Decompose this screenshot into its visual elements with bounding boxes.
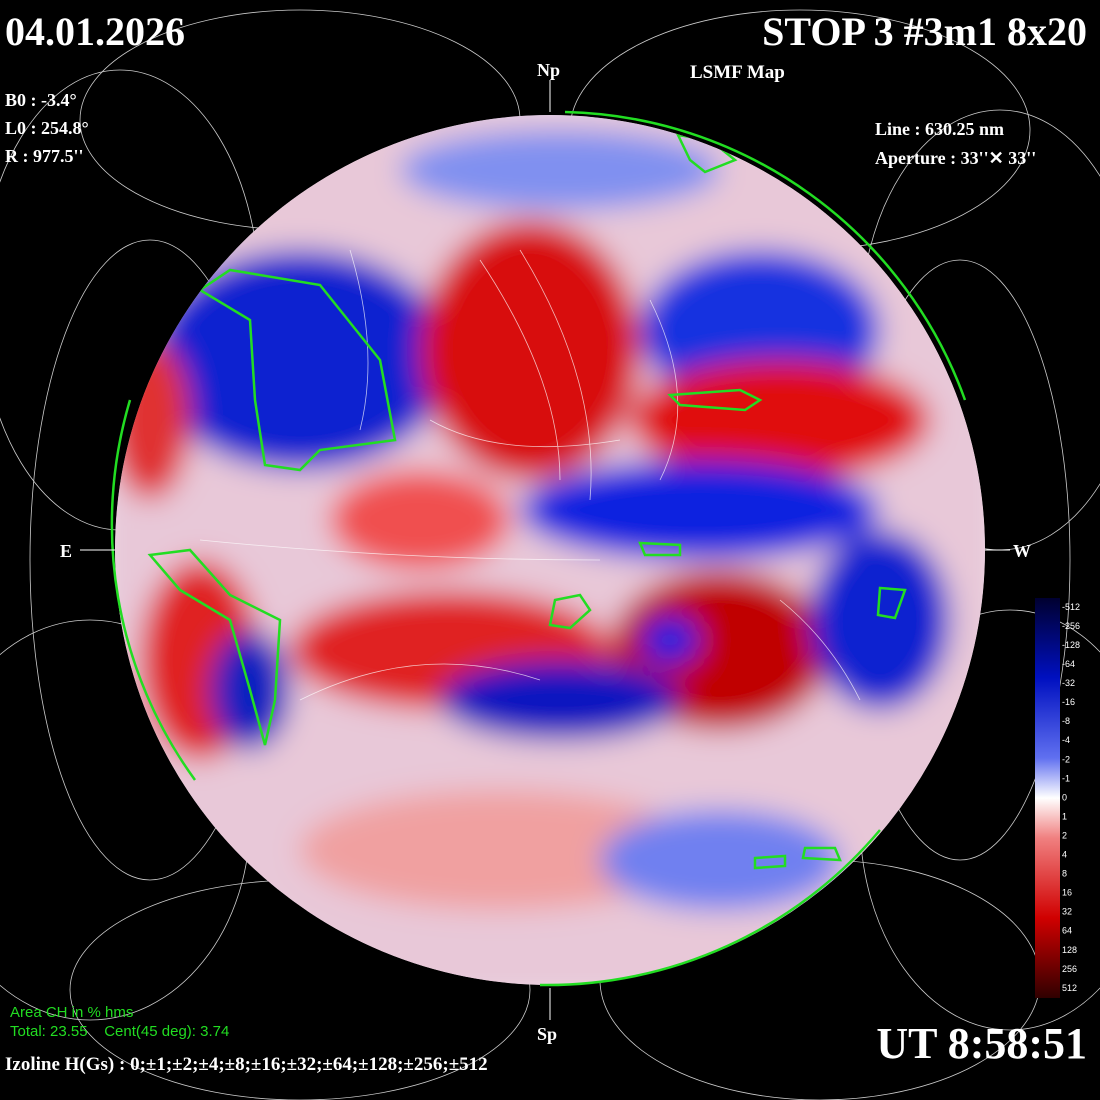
isolines: Izoline H(Gs) : 0;±1;±2;±4;±8;±16;±32;±6…: [5, 1054, 488, 1075]
colorbar-label: 2: [1062, 830, 1067, 840]
colorbar-label: 512: [1062, 983, 1077, 993]
colorbar-label: 16: [1062, 888, 1072, 898]
colorbar-label: 128: [1062, 945, 1077, 955]
colorbar-label: 0: [1062, 792, 1067, 802]
ch-title: Area CH in % hms: [10, 1004, 133, 1021]
colorbar-label: -512: [1062, 602, 1080, 612]
colorbar-label: 8: [1062, 869, 1067, 879]
aperture: Aperture : 33''✕ 33'': [875, 148, 1036, 168]
b0: B0 : -3.4°: [5, 90, 77, 110]
colorbar-labels: -512 -256 -128 -64 -32 -16 -8 -4 -2 -1 0 1 2 4 8 16 32 64…: [1062, 602, 1080, 993]
colorbar-label: 64: [1062, 926, 1072, 936]
map-type: LSMF Map: [690, 62, 785, 83]
coronal-hole-contours: [147, 133, 907, 870]
colorbar-label: 1: [1062, 811, 1067, 821]
north: Np: [537, 60, 560, 80]
colorbar-label: 4: [1062, 850, 1067, 860]
east: E: [60, 541, 72, 561]
station: STOP 3 #3m1 8x20: [762, 9, 1087, 54]
west: W: [1013, 541, 1031, 561]
south: Sp: [537, 1024, 557, 1044]
colorbar-label: -2: [1062, 754, 1070, 764]
date: 04.01.2026: [5, 9, 185, 54]
limb-contour: [110, 110, 967, 987]
solar-disk: [115, 115, 985, 985]
colorbar-label: -64: [1062, 659, 1075, 669]
colorbar-label: -128: [1062, 640, 1080, 650]
field-lines-disk: [199, 249, 861, 701]
colorbar-label: -4: [1062, 735, 1070, 745]
colorbar-label: 32: [1062, 907, 1072, 917]
colorbar-label: -16: [1062, 697, 1075, 707]
line: Line : 630.25 nm: [875, 119, 1004, 139]
colorbar-label: -1: [1062, 773, 1070, 783]
colorbar: [1035, 598, 1060, 998]
colorbar-label: -32: [1062, 678, 1075, 688]
ch-summary: Total: 23.55 Cent(45 deg): 3.74: [10, 1023, 229, 1040]
colorbar-label: 256: [1062, 964, 1077, 974]
axis-marks: [80, 80, 1010, 1020]
l0: L0 : 254.8°: [5, 118, 89, 138]
ut-time: UT 8:58:51: [876, 1019, 1087, 1068]
colorbar-label: -8: [1062, 716, 1070, 726]
radius: R : 977.5'': [5, 146, 84, 166]
colorbar-label: -256: [1062, 621, 1080, 631]
